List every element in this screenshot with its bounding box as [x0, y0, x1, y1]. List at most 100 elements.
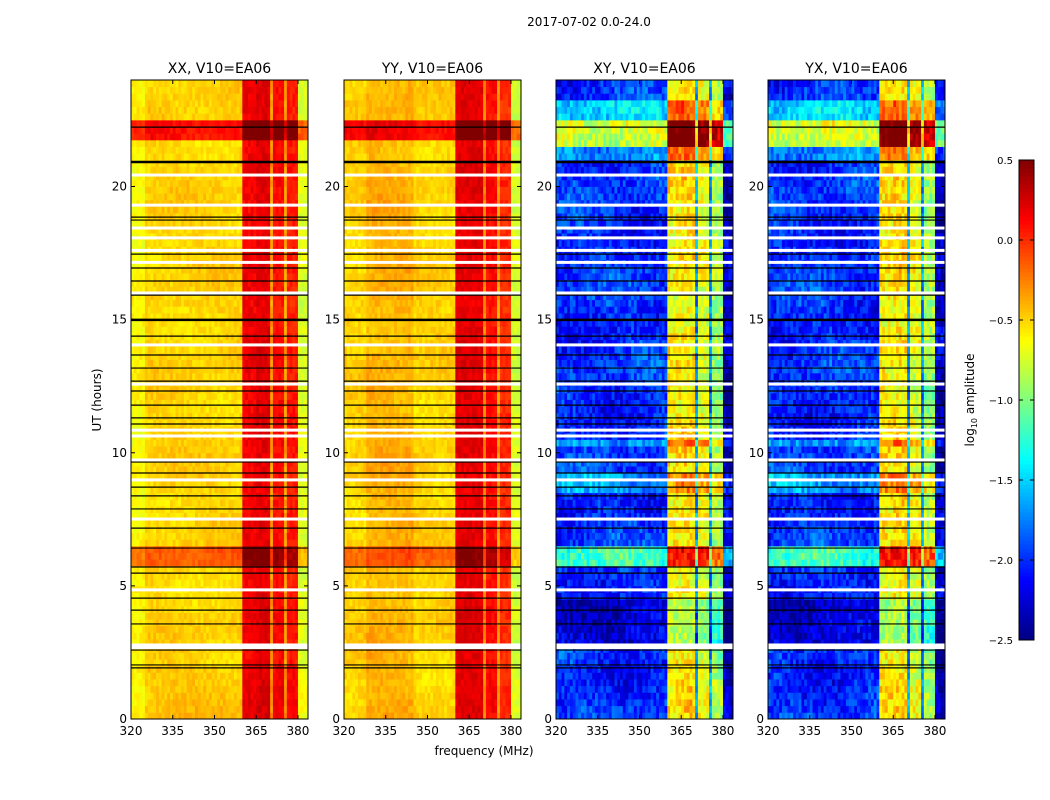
heatmap-cell	[145, 672, 148, 679]
heatmap-cell	[267, 533, 270, 540]
heatmap-cell	[142, 679, 145, 686]
heatmap-cell	[223, 360, 226, 367]
heatmap-cell	[181, 466, 184, 473]
heatmap-cell	[192, 353, 195, 360]
heatmap-cell	[265, 692, 268, 699]
heatmap-cell	[287, 553, 290, 560]
heatmap-cell	[226, 353, 229, 360]
heatmap-cell	[189, 546, 192, 553]
heatmap-cell	[150, 300, 153, 307]
heatmap-cell	[226, 273, 229, 280]
heatmap-cell	[139, 706, 142, 713]
heatmap-cell	[292, 679, 295, 686]
heatmap-cell	[178, 686, 181, 693]
heatmap-cell	[203, 406, 206, 413]
heatmap-cell	[164, 393, 167, 400]
heatmap-cell	[189, 406, 192, 413]
heatmap-cell	[290, 599, 293, 606]
heatmap-cell	[231, 366, 234, 373]
heatmap-cell	[212, 632, 215, 639]
heatmap-cell	[273, 240, 276, 247]
heatmap-cell	[187, 346, 190, 353]
heatmap-cell	[251, 506, 254, 513]
heatmap-cell	[242, 373, 245, 380]
heatmap-cell	[142, 559, 145, 566]
heatmap-cell	[212, 692, 215, 699]
heatmap-cell	[301, 652, 304, 659]
heatmap-cell	[153, 672, 156, 679]
heatmap-cell	[251, 306, 254, 313]
heatmap-cell	[198, 579, 201, 586]
heatmap-cell	[284, 240, 287, 247]
heatmap-cell	[173, 406, 176, 413]
heatmap-cell	[139, 599, 142, 606]
heatmap-cell	[265, 306, 268, 313]
heatmap-cell	[167, 499, 170, 506]
heatmap-cell	[206, 240, 209, 247]
heatmap-cell	[304, 506, 307, 513]
heatmap-cell	[253, 466, 256, 473]
heatmap-cell	[173, 360, 176, 367]
heatmap-cell	[184, 619, 187, 626]
heatmap-cell	[148, 373, 151, 380]
heatmap-cell	[253, 386, 256, 393]
heatmap-cell	[139, 553, 142, 560]
heatmap-cell	[162, 439, 165, 446]
heatmap-cell	[170, 679, 173, 686]
heatmap-cell	[134, 240, 137, 247]
heatmap-cell	[240, 220, 243, 227]
heatmap-cell	[256, 632, 259, 639]
heatmap-cell	[137, 326, 140, 333]
heatmap-cell	[203, 240, 206, 247]
heatmap-cell	[145, 632, 148, 639]
heatmap-cell	[287, 533, 290, 540]
heatmap-cell	[176, 706, 179, 713]
heatmap-cell	[189, 386, 192, 393]
heatmap-cell	[206, 466, 209, 473]
heatmap-cell	[134, 686, 137, 693]
heatmap-cell	[298, 366, 301, 373]
heatmap-cell	[162, 579, 165, 586]
heatmap-cell	[295, 626, 298, 633]
heatmap-cell	[256, 686, 259, 693]
heatmap-cell	[189, 692, 192, 699]
heatmap-cell	[134, 652, 137, 659]
heatmap-cell	[206, 632, 209, 639]
heatmap-cell	[145, 220, 148, 227]
heatmap-cell	[148, 306, 151, 313]
heatmap-cell	[209, 393, 212, 400]
heatmap-cell	[203, 526, 206, 533]
heatmap-cell	[214, 439, 217, 446]
heatmap-cell	[242, 326, 245, 333]
heatmap-cell	[184, 300, 187, 307]
heatmap-cell	[259, 526, 262, 533]
heatmap-cell	[192, 599, 195, 606]
heatmap-cell	[240, 679, 243, 686]
heatmap-cell	[231, 373, 234, 380]
heatmap-cell	[173, 599, 176, 606]
heatmap-cell	[253, 626, 256, 633]
heatmap-cell	[262, 699, 265, 706]
heatmap-cell	[173, 439, 176, 446]
heatmap-cell	[265, 619, 268, 626]
heatmap-cell	[226, 306, 229, 313]
heatmap-cell	[170, 672, 173, 679]
figure-canvas: 2017-07-02 0.0-24.0 frequency (MHz) UT (…	[0, 0, 1050, 800]
heatmap-cell	[267, 446, 270, 453]
heatmap-cell	[259, 353, 262, 360]
heatmap-cell	[173, 346, 176, 353]
heatmap-cell	[164, 706, 167, 713]
heatmap-cell	[203, 206, 206, 213]
heatmap-cell	[209, 706, 212, 713]
heatmap-cell	[206, 393, 209, 400]
heatmap-cell	[234, 579, 237, 586]
heatmap-cell	[159, 393, 162, 400]
heatmap-cell	[150, 366, 153, 373]
heatmap-cell	[245, 419, 248, 426]
heatmap-cell	[259, 613, 262, 620]
heatmap-cell	[237, 306, 240, 313]
heatmap-cell	[148, 619, 151, 626]
heatmap-cell	[212, 506, 215, 513]
heatmap-cell	[192, 533, 195, 540]
heatmap-cell	[301, 632, 304, 639]
